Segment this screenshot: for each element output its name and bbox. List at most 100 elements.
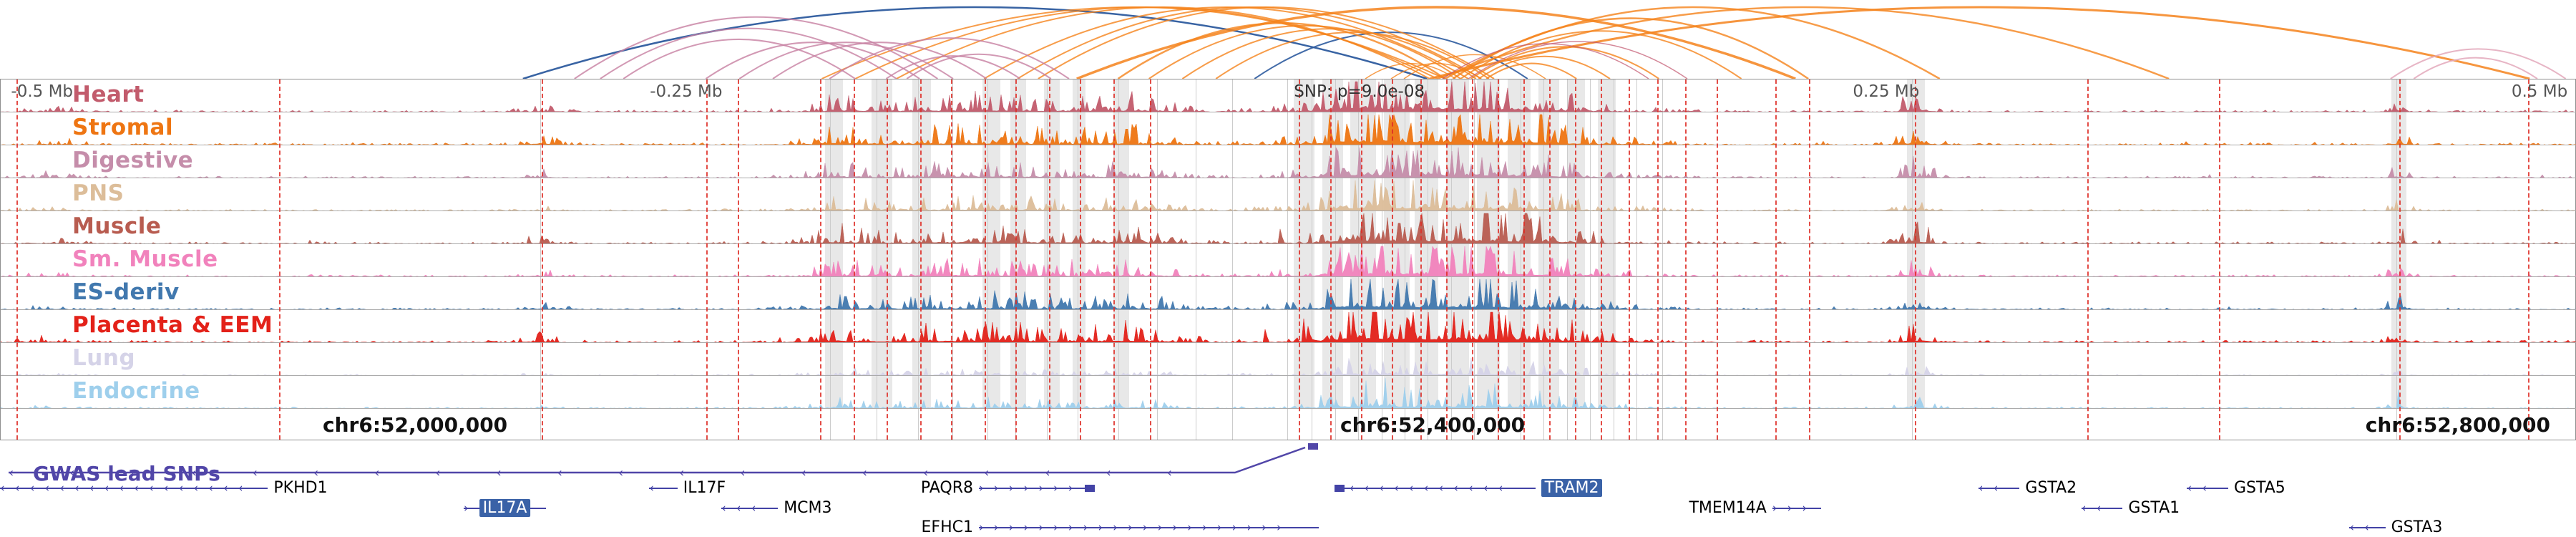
highlight-band xyxy=(1010,79,1026,409)
gene-label-pkhd1: PKHD1 xyxy=(273,479,328,497)
grid-line xyxy=(1590,79,1591,440)
snp-dashed-line xyxy=(1775,79,1777,440)
gene-label-il17a[interactable]: IL17A xyxy=(479,499,531,517)
snp-dashed-line xyxy=(985,79,987,440)
signal-tracks-panel: Heart Stromal Digestive PNS Muscle Sm. Muscle… xyxy=(0,79,2576,440)
gene-strand-arrows-paqr8: ››››››› xyxy=(979,481,1083,495)
grid-line xyxy=(1046,79,1048,440)
interaction-arc xyxy=(885,55,1021,79)
signal-track-row-digestive: Digestive xyxy=(1,145,2576,178)
snp-dashed-line xyxy=(1299,79,1301,440)
snp-dashed-line xyxy=(1914,79,1916,440)
track-separator xyxy=(1,408,2576,409)
snp-dashed-line xyxy=(920,79,922,440)
scale-label: 0.25 Mb xyxy=(1853,82,1920,101)
signal-area xyxy=(1,279,2576,310)
gene-strand-arrows-gsta1: ‹‹ xyxy=(2081,501,2112,516)
track-separator xyxy=(1,375,2576,376)
signal-area xyxy=(1,180,2576,211)
interaction-arc xyxy=(623,38,856,79)
coordinate-label: chr6:52,400,000 xyxy=(1340,413,1526,437)
highlight-band xyxy=(871,79,892,409)
signal-track-row-sm-muscle: Sm. Muscle xyxy=(1,244,2576,277)
snp-dashed-line xyxy=(853,79,855,440)
interaction-arc xyxy=(1117,22,1446,80)
grid-line xyxy=(540,79,542,440)
snp-dashed-line xyxy=(1360,79,1362,440)
grid-line xyxy=(1335,79,1336,440)
track-label: PNS xyxy=(72,180,125,206)
snp-dashed-line xyxy=(1149,79,1151,440)
snp-dashed-line xyxy=(887,79,889,440)
snp-dashed-line xyxy=(1420,79,1422,440)
gene-strand-arrows-gsta5: ‹‹ xyxy=(2187,481,2217,495)
snp-dashed-line xyxy=(1548,79,1551,440)
gene-strand-arrows-gsta2: ‹‹ xyxy=(1978,481,2009,495)
interaction-arc xyxy=(829,37,1070,79)
interaction-arc xyxy=(1390,62,1482,79)
track-label: Sm. Muscle xyxy=(72,246,218,272)
gene-strand-arrows-tmem14a: ››› xyxy=(1772,501,1818,516)
gene-body-il17f xyxy=(649,488,678,489)
scale-label: -0.25 Mb xyxy=(650,82,723,101)
scale-label: -0.5 Mb xyxy=(11,82,74,101)
coordinate-label: chr6:52,800,000 xyxy=(2365,413,2550,437)
grid-line xyxy=(1287,79,1289,440)
gwas-lead-snps-track xyxy=(9,446,1306,474)
interaction-arc xyxy=(2413,57,2538,79)
snp-dashed-line xyxy=(1600,79,1602,440)
track-separator xyxy=(1,342,2576,343)
snp-dashed-line xyxy=(278,79,280,440)
gene-label-gsta3: GSTA3 xyxy=(2391,518,2443,536)
snp-dashed-line xyxy=(1445,79,1448,440)
grid-line xyxy=(917,79,919,440)
highlight-band xyxy=(825,79,844,409)
track-label: Heart xyxy=(72,82,145,107)
snp-dashed-line xyxy=(1685,79,1687,440)
interaction-arc xyxy=(2390,48,2567,79)
signal-area xyxy=(1,246,2576,277)
gene-body-gsta3 xyxy=(2349,527,2386,528)
signal-track-row-heart: Heart xyxy=(1,79,2576,112)
highlight-band xyxy=(1072,79,1085,409)
interaction-arc xyxy=(1485,62,1577,79)
interaction-arc xyxy=(1460,30,1742,79)
snp-dashed-line xyxy=(1113,79,1116,440)
interaction-arc xyxy=(1148,25,1461,79)
gene-body-gsta5 xyxy=(2187,488,2228,489)
highlight-band xyxy=(1294,79,1314,409)
highlight-band xyxy=(1350,79,1377,409)
snp-dashed-line xyxy=(1574,79,1576,440)
interaction-arc xyxy=(600,27,897,79)
grid-line xyxy=(1636,79,1637,440)
gene-body-gsta2 xyxy=(1978,488,2020,489)
grid-line xyxy=(1358,79,1360,440)
track-separator xyxy=(1,243,2576,244)
snp-dashed-line xyxy=(1392,79,1393,440)
interaction-arc xyxy=(1403,54,1546,79)
interaction-arc xyxy=(1468,41,1688,79)
gene-body-efhc1 xyxy=(979,527,1319,528)
snp-dashed-line xyxy=(1657,79,1659,440)
gene-label-gsta2: GSTA2 xyxy=(2025,479,2077,497)
signal-track-row-pns: PNS xyxy=(1,178,2576,211)
highlight-band xyxy=(1044,79,1060,409)
signal-area xyxy=(1,311,2576,343)
gene-body-tmem14a xyxy=(1772,508,1822,509)
gene-strand-arrows-gsta3: ‹‹ xyxy=(2349,521,2379,535)
grid-line xyxy=(830,79,831,440)
gene-label-paqr8: PAQR8 xyxy=(920,479,973,497)
snp-dashed-line xyxy=(1497,79,1499,440)
signal-area xyxy=(1,378,2576,409)
interaction-arc xyxy=(738,42,954,79)
signal-track-row-muscle: Muscle xyxy=(1,211,2576,244)
snp-dashed-line xyxy=(542,79,543,440)
snp-dashed-line xyxy=(2218,79,2220,440)
interaction-arc xyxy=(705,42,920,79)
gene-body-paqr8 xyxy=(979,488,1095,489)
signal-track-row-lung: Lung xyxy=(1,343,2576,376)
track-separator xyxy=(1,309,2576,310)
signal-area xyxy=(1,147,2576,178)
track-separator xyxy=(1,276,2576,277)
gene-label-tram2[interactable]: TRAM2 xyxy=(1541,479,1603,497)
